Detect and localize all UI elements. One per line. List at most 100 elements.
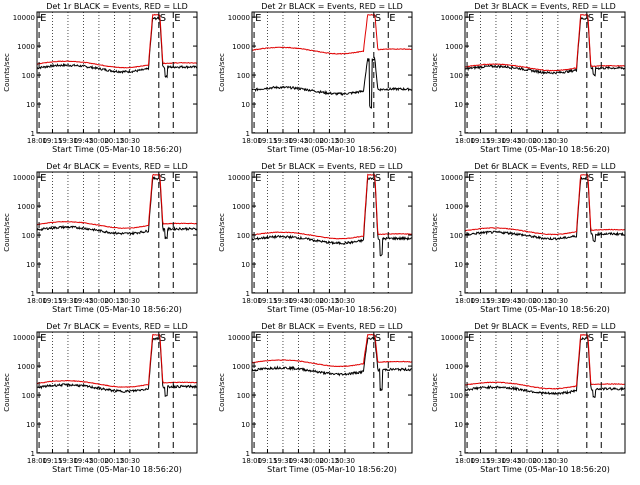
y-tick-label: 10000 [441,174,463,182]
x-tick-label: 20:00 [517,297,537,305]
plot-frame [36,11,198,134]
panel-title: Det 5r BLACK = Events, RED = LLD [261,162,403,171]
x-tick-label: 20:30 [548,297,568,305]
series-lld-line [465,333,625,390]
plot-frame [36,171,198,294]
y-tick-label: 10000 [441,334,463,342]
x-tick-label: 20:30 [120,297,140,305]
series-events-line [36,176,198,240]
y-tick-label: 1000 [445,203,463,211]
marker-label: S [160,173,166,184]
y-tick-label: 1000 [232,43,250,51]
plot-frame [36,331,198,454]
series-lld-line [36,333,197,388]
marker-label: S [375,13,381,24]
x-tick-label: 20:30 [335,297,355,305]
y-tick-label: 10 [241,261,250,269]
y-tick-label: 100 [22,392,35,400]
y-tick-label: 1 [31,290,35,298]
marker-label: S [160,333,166,344]
y-axis-label: Counts/sec [3,213,11,252]
marker-label: E [602,333,608,344]
x-tick-label: 19:30 [273,297,293,305]
y-axis-label: Counts/sec [431,213,439,252]
x-tick-label: 20:15 [104,457,124,465]
y-tick-label: 10 [26,261,35,269]
y-tick-label: 1 [31,450,35,458]
y-tick-label: 10000 [441,14,463,22]
x-tick-label: 19:45 [73,457,93,465]
series-lld-line [251,333,413,368]
x-axis-label: Start Time (05-Mar-10 18:56:20) [480,465,610,474]
marker-label: S [588,13,594,24]
x-axis-label: Start Time (05-Mar-10 18:56:20) [52,305,182,314]
x-tick-label: 20:15 [104,297,124,305]
series-lld-line [36,173,198,229]
y-tick-label: 10 [454,421,463,429]
x-tick-label: 19:15 [257,457,277,465]
y-tick-label: 100 [450,72,463,80]
x-axis-label: Start Time (05-Mar-10 18:56:20) [52,145,182,154]
x-tick-label: 20:30 [335,457,355,465]
y-tick-label: 100 [22,232,35,240]
series-lld-line [464,13,625,72]
y-tick-label: 100 [237,72,250,80]
marker-label: E [389,333,395,344]
x-axis-label: Start Time (05-Mar-10 18:56:20) [480,145,610,154]
x-tick-label: 19:30 [486,137,506,145]
x-tick-label: 19:15 [257,297,277,305]
x-tick-label: 20:00 [517,457,537,465]
x-tick-label: 20:30 [548,137,568,145]
y-tick-label: 10000 [13,174,35,182]
x-tick-label: 19:45 [288,457,308,465]
panel-title: Det 8r BLACK = Events, RED = LLD [261,322,403,331]
y-tick-label: 1000 [232,203,250,211]
y-axis-label: Counts/sec [3,53,11,92]
x-axis-label: Start Time (05-Mar-10 18:56:20) [267,465,397,474]
panel-title: Det 3r BLACK = Events, RED = LLD [474,2,616,11]
y-tick-label: 1 [246,290,250,298]
marker-label: S [375,173,381,184]
x-tick-label: 20:15 [319,297,339,305]
marker-label: E [255,333,261,344]
x-tick-label: 20:30 [120,457,140,465]
x-axis-label: Start Time (05-Mar-10 18:56:20) [52,465,182,474]
y-tick-label: 10 [26,101,35,109]
x-tick-label: 20:30 [120,137,140,145]
x-tick-label: 19:45 [288,137,308,145]
y-axis-label: Counts/sec [218,213,226,252]
y-tick-label: 10 [241,101,250,109]
x-tick-label: 18:00 [242,137,262,145]
x-tick-label: 20:15 [532,297,552,305]
x-tick-label: 18:00 [455,297,475,305]
x-tick-label: 20:15 [104,137,124,145]
x-tick-label: 20:15 [319,457,339,465]
x-tick-label: 20:00 [304,457,324,465]
y-tick-label: 10 [241,421,250,429]
x-tick-label: 19:45 [501,137,521,145]
marker-label: E [602,173,608,184]
series-events-line [251,336,412,391]
panel-title: Det 7r BLACK = Events, RED = LLD [46,322,188,331]
y-tick-label: 10 [26,421,35,429]
y-tick-label: 10000 [228,334,250,342]
y-tick-label: 100 [450,392,463,400]
series-lld-line [251,173,412,240]
x-tick-label: 18:00 [27,297,47,305]
y-tick-label: 100 [22,72,35,80]
series-events-line [252,56,413,109]
y-axis-label: Counts/sec [218,53,226,92]
x-axis-label: Start Time (05-Mar-10 18:56:20) [267,305,397,314]
series-events-line [36,336,197,397]
x-tick-label: 19:15 [42,137,62,145]
x-tick-label: 20:00 [89,457,109,465]
panel-title: Det 2r BLACK = Events, RED = LLD [261,2,403,11]
plot-frame [251,171,413,294]
y-tick-label: 1 [459,130,463,138]
x-tick-label: 19:30 [273,137,293,145]
x-tick-label: 18:00 [27,137,47,145]
